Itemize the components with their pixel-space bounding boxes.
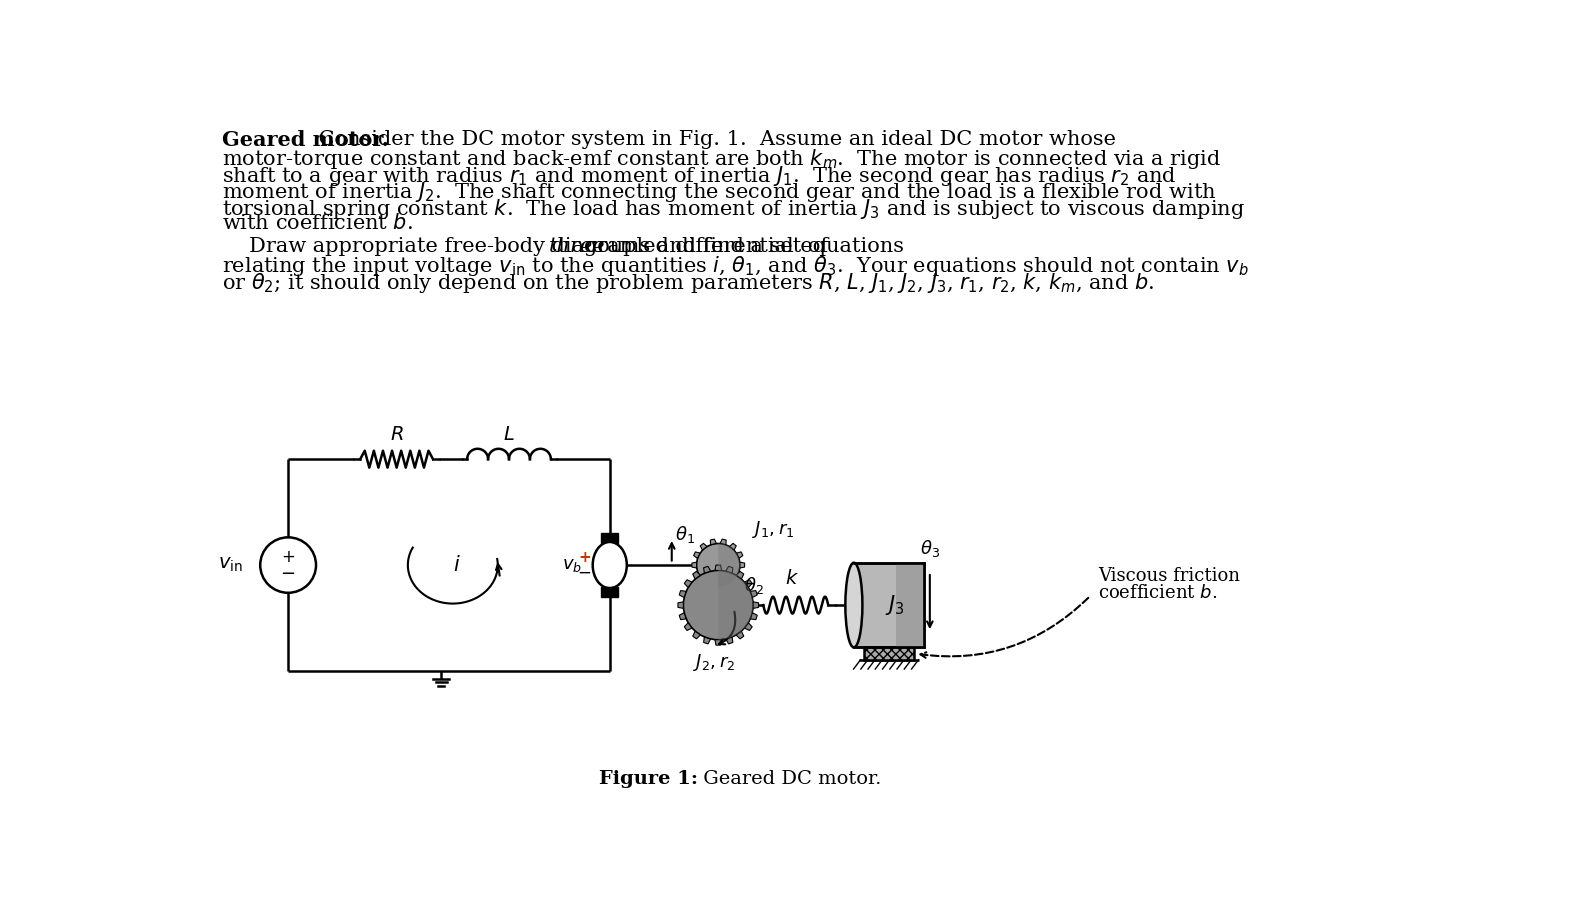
Text: torsional spring constant $k$.  The load has moment of inertia $J_3$ and is subj: torsional spring constant $k$. The load … <box>223 197 1245 220</box>
Polygon shape <box>720 585 726 591</box>
Polygon shape <box>736 631 743 639</box>
Polygon shape <box>715 639 721 645</box>
Polygon shape <box>694 551 700 559</box>
Text: with coefficient $b$.: with coefficient $b$. <box>223 213 414 233</box>
Text: moment of inertia $J_2$.  The shaft connecting the second gear and the load is a: moment of inertia $J_2$. The shaft conne… <box>223 180 1216 204</box>
Polygon shape <box>694 571 700 579</box>
Polygon shape <box>693 631 700 639</box>
Text: or $\theta_2$; it should only depend on the problem parameters $R$, $L$, $J_1$, : or $\theta_2$; it should only depend on … <box>223 270 1154 295</box>
Bar <box>602 532 618 542</box>
Text: Geared DC motor.: Geared DC motor. <box>697 770 880 788</box>
Text: $L$: $L$ <box>503 425 514 444</box>
Polygon shape <box>715 565 721 571</box>
Text: coupled differential equations: coupled differential equations <box>579 238 904 257</box>
Ellipse shape <box>592 542 627 588</box>
Bar <box>602 588 618 598</box>
Polygon shape <box>740 562 745 568</box>
Text: Geared motor.: Geared motor. <box>223 131 388 151</box>
Ellipse shape <box>845 562 863 648</box>
Text: $R$: $R$ <box>390 425 403 444</box>
Polygon shape <box>750 590 758 598</box>
Text: +: + <box>282 548 295 566</box>
Polygon shape <box>700 580 707 587</box>
Polygon shape <box>729 580 736 587</box>
Text: +: + <box>578 550 591 565</box>
Text: $\theta_2$: $\theta_2$ <box>743 575 764 596</box>
Text: $J_3$: $J_3$ <box>885 593 904 617</box>
Polygon shape <box>693 562 697 568</box>
Text: relating the input voltage $v_{\mathrm{in}}$ to the quantities $i$, $\theta_1$, : relating the input voltage $v_{\mathrm{i… <box>223 254 1250 278</box>
Polygon shape <box>737 551 743 559</box>
Polygon shape <box>745 623 751 630</box>
Polygon shape <box>750 613 758 619</box>
Polygon shape <box>710 539 716 545</box>
Text: $v_b$: $v_b$ <box>562 556 581 574</box>
Bar <box>853 562 923 648</box>
Polygon shape <box>737 571 743 579</box>
Polygon shape <box>680 590 686 598</box>
Text: shaft to a gear with radius $r_1$ and moment of inertia $J_1$.  The second gear : shaft to a gear with radius $r_1$ and mo… <box>223 163 1176 188</box>
Polygon shape <box>710 585 716 591</box>
Bar <box>863 648 914 659</box>
Polygon shape <box>729 543 736 550</box>
Polygon shape <box>718 571 753 639</box>
Text: motor-torque constant and back-emf constant are both $k_m$.  The motor is connec: motor-torque constant and back-emf const… <box>223 147 1221 171</box>
Text: Figure 1:: Figure 1: <box>599 770 697 788</box>
Bar <box>896 562 923 648</box>
Polygon shape <box>726 566 732 573</box>
Polygon shape <box>753 602 758 609</box>
Polygon shape <box>726 637 732 644</box>
Polygon shape <box>685 580 693 588</box>
Circle shape <box>683 571 753 639</box>
Polygon shape <box>704 566 710 573</box>
Text: Consider the DC motor system in Fig. 1.  Assume an ideal DC motor whose: Consider the DC motor system in Fig. 1. … <box>312 131 1116 150</box>
Text: Viscous friction: Viscous friction <box>1098 567 1240 585</box>
Polygon shape <box>693 571 700 579</box>
Polygon shape <box>704 637 710 644</box>
Polygon shape <box>678 602 683 609</box>
Text: $J_2, r_2$: $J_2, r_2$ <box>693 652 736 673</box>
Polygon shape <box>745 580 751 588</box>
Text: −: − <box>280 565 296 583</box>
Text: $i$: $i$ <box>452 555 460 575</box>
Text: $\theta_1$: $\theta_1$ <box>675 523 694 545</box>
Circle shape <box>697 543 740 587</box>
Text: $\theta_3$: $\theta_3$ <box>920 538 939 559</box>
Text: $k$: $k$ <box>785 570 799 588</box>
Text: $J_1, r_1$: $J_1, r_1$ <box>751 519 794 540</box>
Text: Draw appropriate free-body diagrams and find a set of: Draw appropriate free-body diagrams and … <box>250 238 836 257</box>
Polygon shape <box>685 623 693 630</box>
Polygon shape <box>736 571 743 579</box>
Polygon shape <box>720 539 726 545</box>
Polygon shape <box>718 543 740 587</box>
Text: three: three <box>549 238 607 257</box>
Text: −: − <box>578 564 591 581</box>
Text: coefficient $b$.: coefficient $b$. <box>1098 583 1218 601</box>
Polygon shape <box>700 543 707 550</box>
Text: $v_{\rm in}$: $v_{\rm in}$ <box>218 556 244 574</box>
Polygon shape <box>680 613 686 619</box>
